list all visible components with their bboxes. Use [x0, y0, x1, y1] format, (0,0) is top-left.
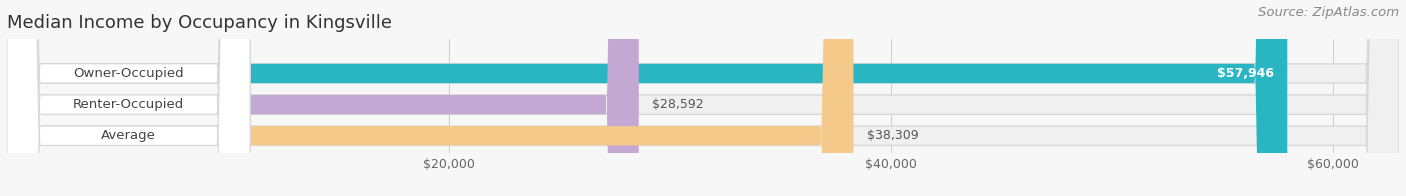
- FancyBboxPatch shape: [7, 0, 853, 196]
- Text: $57,946: $57,946: [1218, 67, 1274, 80]
- Text: Renter-Occupied: Renter-Occupied: [73, 98, 184, 111]
- FancyBboxPatch shape: [7, 0, 1399, 196]
- FancyBboxPatch shape: [7, 0, 250, 196]
- FancyBboxPatch shape: [7, 0, 250, 196]
- Text: Median Income by Occupancy in Kingsville: Median Income by Occupancy in Kingsville: [7, 14, 392, 32]
- Text: Owner-Occupied: Owner-Occupied: [73, 67, 184, 80]
- Text: Average: Average: [101, 129, 156, 142]
- FancyBboxPatch shape: [7, 0, 638, 196]
- FancyBboxPatch shape: [7, 0, 1399, 196]
- FancyBboxPatch shape: [7, 0, 1288, 196]
- FancyBboxPatch shape: [7, 0, 250, 196]
- Text: $38,309: $38,309: [866, 129, 918, 142]
- Text: $28,592: $28,592: [652, 98, 703, 111]
- FancyBboxPatch shape: [7, 0, 1399, 196]
- Text: Source: ZipAtlas.com: Source: ZipAtlas.com: [1258, 6, 1399, 19]
